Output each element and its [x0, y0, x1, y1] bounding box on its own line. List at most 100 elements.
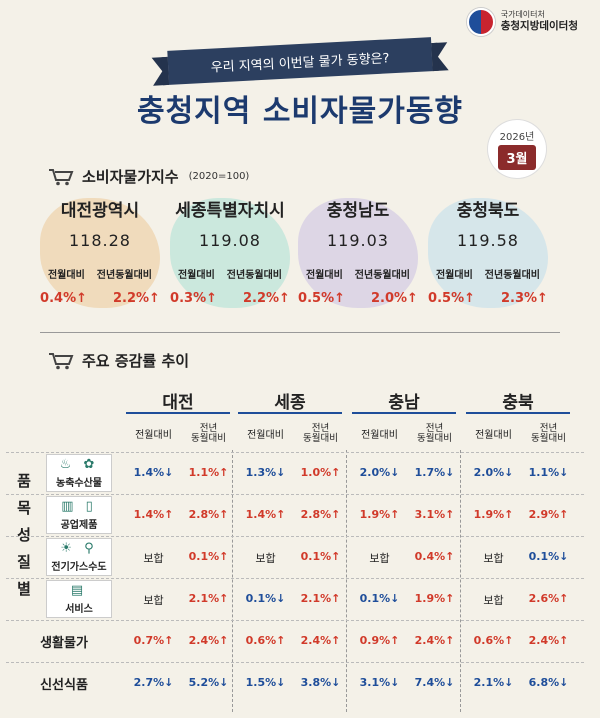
col-header-yoy-line1: 전년 — [539, 423, 558, 434]
rate-cell: 5.2%↓ — [188, 676, 229, 689]
region-change-labels: 전월대비 전년동월대비 — [30, 266, 170, 281]
rate-cell: 보합 — [143, 594, 164, 607]
rate-cell: 0.4%↑ — [414, 550, 455, 563]
section-divider — [40, 332, 560, 333]
yoy-value: 2.3%↑ — [501, 291, 548, 306]
col-header-yoy: 전년 동월대비 — [293, 423, 348, 445]
table-row — [6, 536, 584, 578]
rate-cell: 0.1%↑ — [300, 550, 341, 563]
side-label-char: 성 — [17, 526, 31, 544]
rate-cell: 2.6%↑ — [528, 592, 569, 605]
rate-cell: 0.9%↑ — [359, 634, 400, 647]
mom-value: 0.5%↑ — [428, 291, 475, 306]
table-region-header: 세종 — [238, 388, 342, 414]
mom-value: 0.4%↑ — [40, 291, 87, 306]
cart-icon — [48, 168, 74, 186]
col-header-mom: 전월대비 — [475, 430, 512, 441]
rate-cell: 6.8%↓ — [528, 676, 569, 689]
column-divider — [346, 450, 347, 712]
badge-year: 2026년 — [499, 132, 535, 143]
region-change-values: 0.5%↑ 2.3%↑ — [418, 291, 558, 306]
mom-label: 전월대비 — [47, 270, 85, 281]
region-change-values: 0.5%↑ 2.0%↑ — [288, 291, 428, 306]
rate-cell: 1.3%↓ — [245, 466, 286, 479]
rate-cell: 2.1%↑ — [188, 592, 229, 605]
mom-value: 0.5%↑ — [298, 291, 345, 306]
rate-cell: 1.0%↑ — [300, 466, 341, 479]
cpi-section-subtitle: (2020=100) — [188, 171, 250, 182]
table-row — [6, 494, 584, 536]
yoy-value: 2.2%↑ — [113, 291, 160, 306]
yoy-label: 전년동월대비 — [354, 270, 410, 281]
row-label: 신선식품 — [40, 678, 88, 693]
category-icon: ▥ ▯ — [61, 499, 97, 514]
category-icon: ♨ ✿ — [59, 457, 99, 472]
rate-cell: 1.7%↓ — [414, 466, 455, 479]
col-header-yoy-line2: 동월대비 — [531, 433, 566, 445]
region-change-labels: 전월대비 전년동월대비 — [160, 266, 300, 281]
region-change-values: 0.4%↑ 2.2%↑ — [30, 291, 170, 306]
side-label-char: 품 — [17, 472, 31, 490]
rate-cell: 1.1%↑ — [188, 466, 229, 479]
table-row — [6, 452, 584, 494]
logo-line2: 충청지방데이터청 — [500, 20, 578, 33]
rate-cell: 3.1%↓ — [359, 676, 400, 689]
region-name: 세종특별자치시 — [175, 201, 285, 221]
col-header-yoy: 전년 동월대비 — [181, 423, 236, 445]
rate-cell: 2.4%↑ — [414, 634, 455, 647]
rate-cell: 0.1%↓ — [245, 592, 286, 605]
rate-cell: 1.1%↓ — [528, 466, 569, 479]
mom-label: 전월대비 — [305, 270, 343, 281]
yoy-value: 2.2%↑ — [243, 291, 290, 306]
region-card: 세종특별자치시 119.08 전월대비 전년동월대비 0.3%↑ 2.2%↑ — [160, 196, 300, 308]
region-card: 대전광역시 118.28 전월대비 전년동월대비 0.4%↑ 2.2%↑ — [30, 196, 170, 308]
col-header-mom: 전월대비 — [247, 430, 284, 441]
region-card: 충청남도 119.03 전월대비 전년동월대비 0.5%↑ 2.0%↑ — [288, 196, 428, 308]
rate-cell: 0.1%↑ — [188, 550, 229, 563]
mom-label: 전월대비 — [177, 270, 215, 281]
col-header-mom: 전월대비 — [135, 430, 172, 441]
table-region-header: 충남 — [352, 388, 456, 414]
region-card: 충청북도 119.58 전월대비 전년동월대비 0.5%↑ 2.3%↑ — [418, 196, 558, 308]
rate-cell: 1.4%↑ — [245, 508, 286, 521]
rate-cell: 2.9%↑ — [528, 508, 569, 521]
region-change-values: 0.3%↑ 2.2%↑ — [160, 291, 300, 306]
rate-cell: 보합 — [143, 552, 164, 565]
region-index: 119.58 — [457, 231, 519, 250]
rate-cell: 0.1%↓ — [528, 550, 569, 563]
region-map-shape — [298, 198, 418, 308]
badge-month: 3월 — [498, 145, 536, 170]
col-header-yoy-line1: 전년 — [311, 423, 330, 434]
rate-cell: 2.1%↑ — [300, 592, 341, 605]
column-divider — [232, 450, 233, 712]
region-map-shape — [170, 198, 290, 308]
rate-cell: 1.5%↓ — [245, 676, 286, 689]
side-label-char: 목 — [17, 499, 31, 517]
region-index: 119.08 — [199, 231, 261, 250]
col-header-yoy-line2: 동월대비 — [191, 433, 226, 445]
rate-cell: 보합 — [369, 552, 390, 565]
region-index: 118.28 — [69, 231, 131, 250]
rate-cell: 보합 — [255, 552, 276, 565]
rate-cell: 1.9%↑ — [359, 508, 400, 521]
rate-cell: 3.1%↑ — [414, 508, 455, 521]
logo-line1: 국가데이터처 — [500, 10, 545, 20]
rate-cell: 2.0%↓ — [359, 466, 400, 479]
rate-cell: 2.1%↓ — [473, 676, 514, 689]
side-label-char: 질 — [17, 553, 31, 571]
region-change-labels: 전월대비 전년동월대비 — [418, 266, 558, 281]
region-map-shape — [428, 198, 548, 308]
date-badge: 2026년 3월 — [488, 120, 546, 178]
rate-cell: 2.4%↑ — [300, 634, 341, 647]
rate-cell: 0.6%↑ — [245, 634, 286, 647]
region-name: 충청남도 — [326, 201, 390, 221]
rate-cell: 2.4%↑ — [188, 634, 229, 647]
agency-logo: 국가데이터처 충청지방데이터청 — [466, 8, 578, 36]
category-name: 공업제품 — [60, 520, 98, 531]
rate-cell: 2.8%↑ — [300, 508, 341, 521]
rate-cell: 보합 — [483, 594, 504, 607]
rate-cell: 3.8%↓ — [300, 676, 341, 689]
mom-value: 0.3%↑ — [170, 291, 217, 306]
cpi-section-header: 소비자물가지수 (2020=100) — [48, 166, 249, 187]
